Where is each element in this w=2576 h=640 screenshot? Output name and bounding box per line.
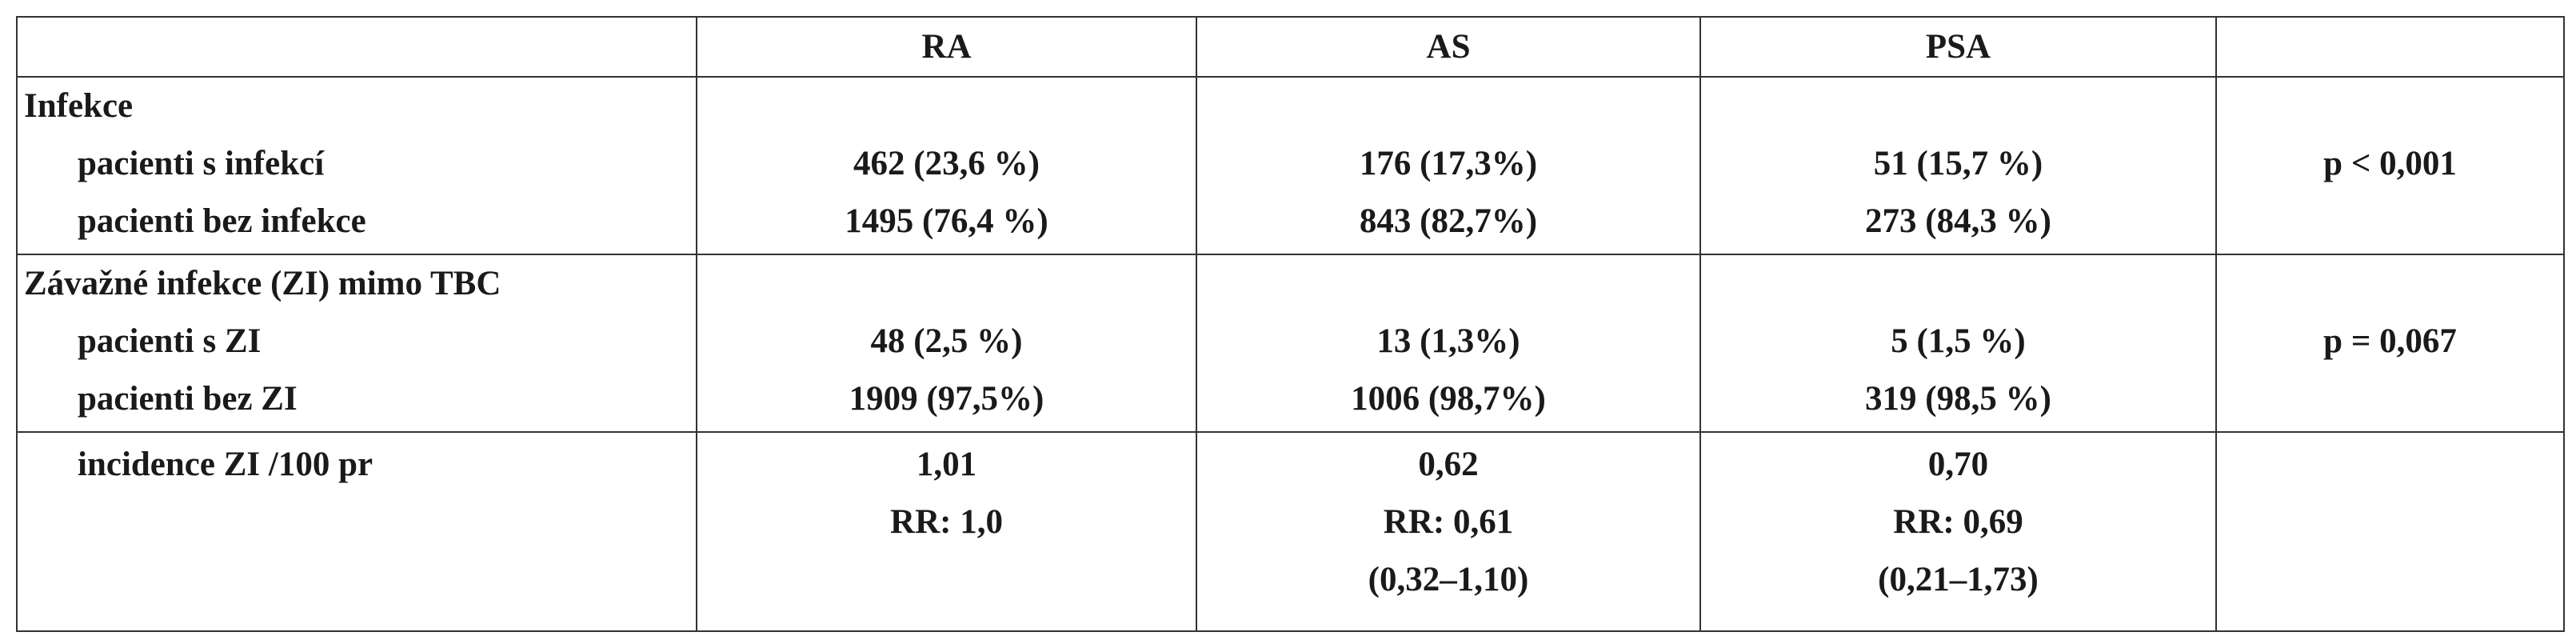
- cell-value: RR: 0,69: [1893, 503, 2023, 541]
- cell-value: 5 (1,5 %): [1891, 322, 2026, 360]
- value-cell: 176 (17,3%) 843 (82,7%): [1196, 76, 1701, 255]
- incidence-row: incidence ZI /100 pr 1,01 RR: 1,0 0,62 RR: 0…: [16, 431, 2565, 632]
- p-cell: p = 0,067: [2215, 254, 2565, 433]
- spacer: [2217, 255, 2563, 313]
- spacer: [2217, 78, 2563, 135]
- cell-value: 48 (2,5 %): [870, 322, 1023, 360]
- p-value: p = 0,067: [2323, 322, 2457, 360]
- spacer: [1701, 255, 2215, 313]
- section-row: Závažné infekce (ZI) mimo TBC pacienti s …: [16, 254, 2565, 433]
- row-label: pacienti bez ZI: [78, 380, 298, 418]
- cell-value: 843 (82,7%): [1359, 202, 1538, 240]
- label-cell: Závažné infekce (ZI) mimo TBC pacienti s …: [16, 254, 697, 433]
- cell-value: 1006 (98,7%): [1351, 380, 1546, 418]
- spacer: [697, 255, 1196, 313]
- cell-value: 0,70: [1927, 446, 1989, 483]
- cell-value: RR: 1,0: [890, 503, 1003, 541]
- value-cell: 462 (23,6 %) 1495 (76,4 %): [696, 76, 1197, 255]
- spacer: [1197, 78, 1699, 135]
- header-cell: [16, 16, 697, 78]
- value-cell: 51 (15,7 %) 273 (84,3 %): [1699, 76, 2217, 255]
- row-label: incidence ZI /100 pr: [78, 446, 373, 483]
- p-cell: p < 0,001: [2215, 76, 2565, 255]
- label-cell: Infekce pacienti s infekcí pacienti bez in…: [16, 76, 697, 255]
- row-label: pacienti s ZI: [78, 322, 262, 360]
- spacer: [697, 78, 1196, 135]
- section-title: Závažné infekce (ZI) mimo TBC: [24, 265, 501, 302]
- spacer: [1197, 255, 1699, 313]
- header-cell: RA: [696, 16, 1197, 78]
- section-title: Infekce: [24, 87, 134, 125]
- label-cell: incidence ZI /100 pr: [16, 431, 697, 632]
- cell-value: 319 (98,5 %): [1865, 380, 2051, 418]
- cell-value: 176 (17,3%): [1359, 145, 1538, 182]
- header-cell: AS: [1196, 16, 1701, 78]
- header-cell: [2215, 16, 2565, 78]
- row-label: pacienti s infekcí: [78, 145, 325, 182]
- value-cell: 0,62 RR: 0,61 (0,32–1,10): [1196, 431, 1701, 632]
- cell-value: RR: 0,61: [1383, 503, 1514, 541]
- value-cell: 1,01 RR: 1,0: [696, 431, 1197, 632]
- empty-cell: [2215, 431, 2565, 632]
- cell-value: 273 (84,3 %): [1865, 202, 2051, 240]
- results-table: RA AS PSA Infekce pacienti s infekcí pacie…: [16, 16, 2565, 632]
- cell-value: (0,32–1,10): [1368, 561, 1529, 598]
- header-cell: PSA: [1699, 16, 2217, 78]
- value-cell: 48 (2,5 %) 1909 (97,5%): [696, 254, 1197, 433]
- cell-value: 13 (1,3%): [1376, 322, 1520, 360]
- cell-value: 51 (15,7 %): [1873, 145, 2043, 182]
- header-row: RA AS PSA: [16, 16, 2565, 78]
- section-row: Infekce pacienti s infekcí pacienti bez in…: [16, 76, 2565, 255]
- value-cell: 5 (1,5 %) 319 (98,5 %): [1699, 254, 2217, 433]
- cell-value: (0,21–1,73): [1878, 561, 2039, 598]
- cell-value: 1495 (76,4 %): [845, 202, 1048, 240]
- value-cell: 0,70 RR: 0,69 (0,21–1,73): [1699, 431, 2217, 632]
- cell-value: 0,62: [1418, 446, 1479, 483]
- cell-value: 1,01: [916, 446, 977, 483]
- p-value: p < 0,001: [2323, 145, 2457, 182]
- cell-value: 1909 (97,5%): [849, 380, 1044, 418]
- cell-value: 462 (23,6 %): [853, 145, 1040, 182]
- spacer: [1701, 78, 2215, 135]
- value-cell: 13 (1,3%) 1006 (98,7%): [1196, 254, 1701, 433]
- row-label: pacienti bez infekce: [78, 202, 366, 240]
